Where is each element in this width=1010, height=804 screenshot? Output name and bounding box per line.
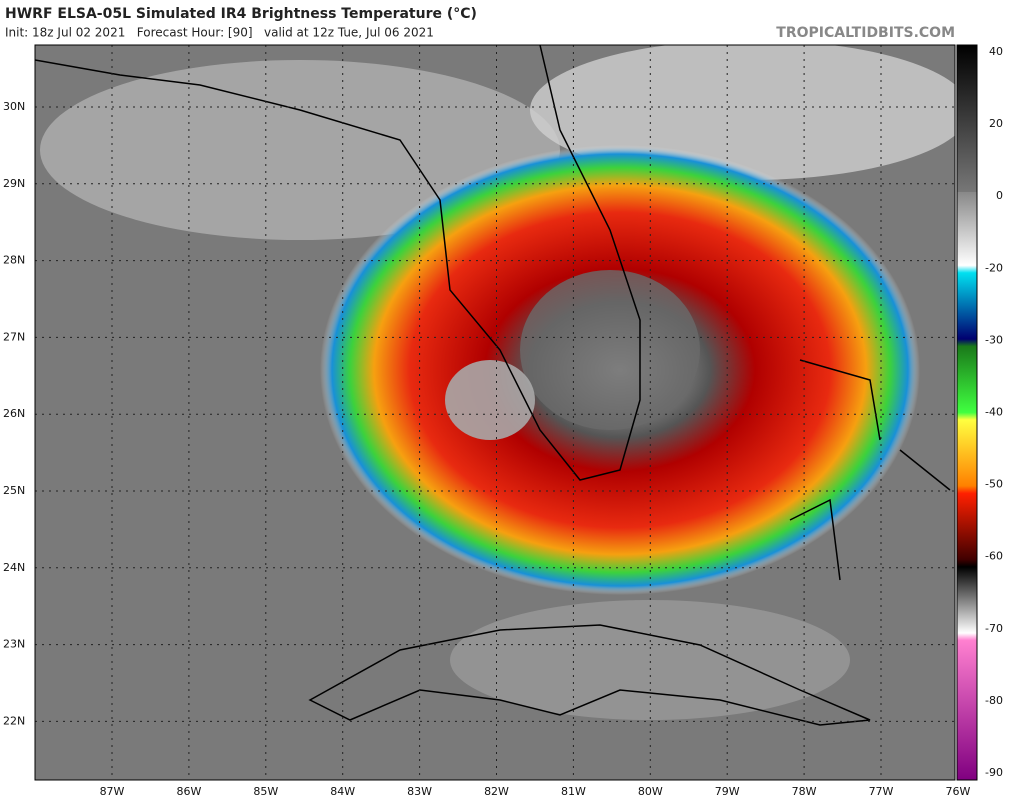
colorbar-label: -40 [985, 406, 1003, 419]
map [35, 45, 955, 780]
colorbar-label: 0 [996, 189, 1003, 202]
longitude-label: 84W [330, 785, 355, 798]
colorbar-label: -20 [985, 261, 1003, 274]
latitude-label: 27N [3, 330, 25, 343]
longitude-label: 80W [638, 785, 663, 798]
longitude-label: 83W [407, 785, 432, 798]
colorbar-label: 40 [989, 45, 1003, 58]
latitude-label: 29N [3, 177, 25, 190]
longitude-label: 79W [715, 785, 740, 798]
latitude-label: 28N [3, 254, 25, 267]
colorbar-label: -60 [985, 550, 1003, 563]
longitude-label: 87W [100, 785, 125, 798]
longitude-label: 77W [869, 785, 894, 798]
latitude-label: 30N [3, 100, 25, 113]
latitude-label: 22N [3, 714, 25, 727]
latitude-label: 23N [3, 638, 25, 651]
source: TROPICALTIDBITS.COM [776, 25, 955, 41]
latitude-label: 25N [3, 484, 25, 497]
longitude-label: 85W [253, 785, 278, 798]
colorbar-label: -70 [985, 622, 1003, 635]
colorbar-label: 20 [989, 117, 1003, 130]
colorbar-label: -50 [985, 478, 1003, 491]
colorbar-label: -80 [985, 694, 1003, 707]
longitude-label: 78W [792, 785, 817, 798]
map-frame [34, 44, 956, 781]
colorbar-label: -90 [985, 766, 1003, 779]
title: HWRF ELSA-05L Simulated IR4 Brightness T… [5, 6, 477, 22]
colorbar-label: -30 [985, 333, 1003, 346]
longitude-label: 86W [176, 785, 201, 798]
latitude-label: 24N [3, 561, 25, 574]
longitude-label: 76W [945, 785, 970, 798]
longitude-label: 82W [484, 785, 509, 798]
longitude-label: 81W [561, 785, 586, 798]
colorbar [956, 44, 978, 781]
subtitle: Init: 18z Jul 02 2021 Forecast Hour: [90… [5, 26, 434, 40]
latitude-label: 26N [3, 407, 25, 420]
